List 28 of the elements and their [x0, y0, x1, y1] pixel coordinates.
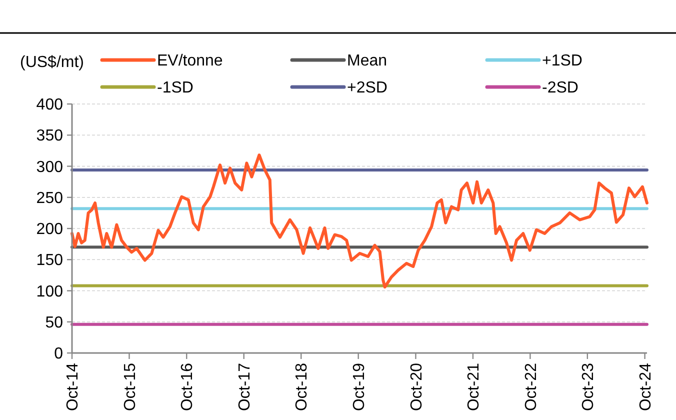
- legend-label: -2SD: [542, 80, 578, 97]
- x-tick-label: Oct-23: [580, 362, 598, 412]
- y-tick-label: 300: [36, 158, 64, 176]
- y-tick-label: 0: [54, 346, 64, 363]
- line-series: [70, 154, 648, 289]
- legend-label: +1SD: [542, 52, 582, 70]
- y-tick-label: 400: [36, 96, 64, 114]
- x-tick-label: Oct-19: [350, 362, 368, 412]
- y-tick-label: 350: [36, 128, 64, 145]
- y-axis-title: (US$/mt): [20, 54, 84, 71]
- x-tick-label: Oct-17: [236, 362, 254, 412]
- x-tick-label: Oct-21: [466, 362, 483, 412]
- y-tick-label: 200: [36, 221, 64, 238]
- x-tick-label: Oct-22: [522, 362, 540, 412]
- y-tick-label: 50: [45, 314, 64, 332]
- legend-label: Mean: [347, 52, 388, 70]
- y-tick-label: 100: [36, 283, 64, 300]
- y-tick-label: 250: [36, 190, 64, 207]
- legend-label: +2SD: [347, 80, 388, 97]
- x-tick-label: Oct-24: [637, 362, 654, 412]
- legend-label: EV/tonne: [157, 52, 223, 70]
- legend-label: -1SD: [157, 80, 194, 97]
- x-tick-label: Oct-14: [64, 362, 82, 412]
- x-tick-label: Oct-16: [179, 362, 196, 412]
- x-tick-label: Oct-18: [294, 362, 311, 412]
- x-tick-label: Oct-15: [122, 362, 139, 412]
- x-tick-label: Oct-20: [408, 362, 426, 412]
- y-tick-label: 150: [36, 252, 64, 270]
